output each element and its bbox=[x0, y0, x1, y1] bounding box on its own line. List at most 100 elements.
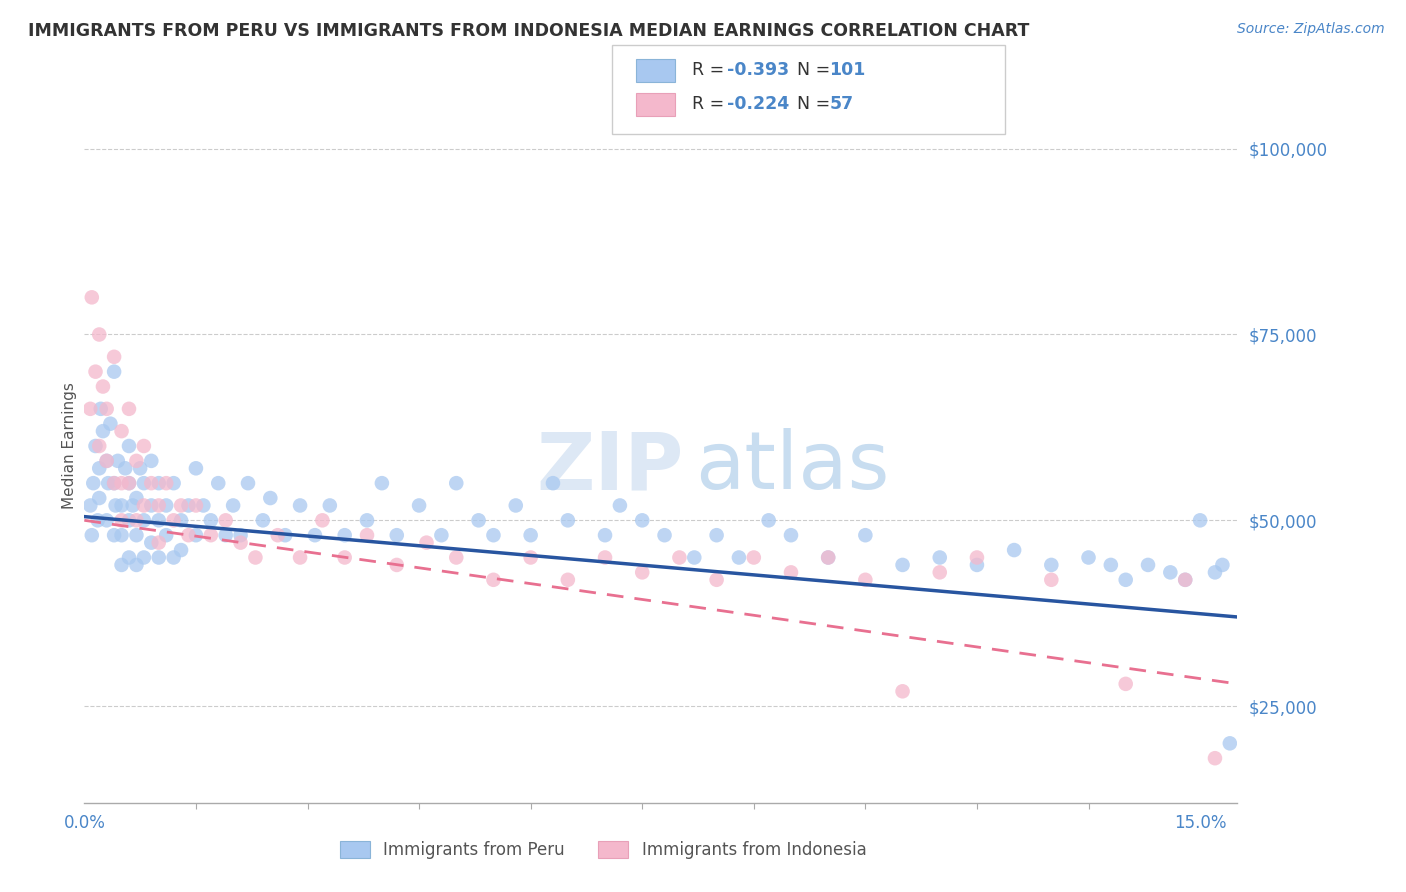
Point bbox=[853, 573, 876, 587]
Point bbox=[110, 513, 132, 527]
Point bbox=[96, 454, 118, 468]
Point bbox=[966, 550, 988, 565]
Point bbox=[141, 476, 163, 491]
Point bbox=[84, 439, 107, 453]
Point bbox=[82, 476, 104, 491]
Text: atlas: atlas bbox=[696, 428, 890, 507]
Point bbox=[118, 401, 141, 416]
Point bbox=[121, 499, 143, 513]
Point bbox=[817, 550, 839, 565]
Point bbox=[87, 513, 110, 527]
Point bbox=[80, 528, 103, 542]
Point bbox=[593, 528, 616, 542]
Point bbox=[103, 476, 125, 491]
Point bbox=[104, 499, 127, 513]
Point bbox=[505, 499, 527, 513]
Point bbox=[356, 513, 378, 527]
Text: -0.393: -0.393 bbox=[727, 62, 789, 79]
Point bbox=[668, 550, 690, 565]
Point bbox=[415, 535, 437, 549]
Point bbox=[1077, 550, 1099, 565]
Point bbox=[84, 365, 107, 379]
Point bbox=[1159, 566, 1181, 580]
Point bbox=[853, 528, 876, 542]
Text: N =: N = bbox=[797, 62, 837, 79]
Point bbox=[155, 499, 177, 513]
Point bbox=[385, 558, 408, 572]
Point bbox=[200, 513, 222, 527]
Text: ZIP: ZIP bbox=[537, 428, 683, 507]
Point bbox=[229, 535, 252, 549]
Point bbox=[107, 454, 129, 468]
Point bbox=[274, 528, 297, 542]
Point bbox=[100, 417, 122, 431]
Point bbox=[215, 528, 238, 542]
Point bbox=[148, 476, 170, 491]
Point bbox=[132, 499, 155, 513]
Point bbox=[148, 550, 170, 565]
Point bbox=[817, 550, 839, 565]
Point bbox=[215, 513, 238, 527]
Point bbox=[89, 439, 111, 453]
Point bbox=[114, 461, 136, 475]
Point bbox=[304, 528, 326, 542]
Text: Source: ZipAtlas.com: Source: ZipAtlas.com bbox=[1237, 22, 1385, 37]
Point bbox=[110, 558, 132, 572]
Point bbox=[1204, 566, 1226, 580]
Point bbox=[1040, 573, 1063, 587]
Point bbox=[222, 499, 245, 513]
Point bbox=[110, 424, 132, 438]
Point bbox=[229, 528, 252, 542]
Point bbox=[928, 566, 950, 580]
Point bbox=[103, 528, 125, 542]
Point bbox=[1174, 573, 1197, 587]
Point bbox=[557, 513, 579, 527]
Point bbox=[110, 528, 132, 542]
Point bbox=[118, 439, 141, 453]
Point bbox=[162, 513, 184, 527]
Point bbox=[742, 550, 765, 565]
Point bbox=[184, 461, 207, 475]
Point bbox=[1204, 751, 1226, 765]
Point bbox=[103, 350, 125, 364]
Point bbox=[758, 513, 780, 527]
Text: 101: 101 bbox=[830, 62, 866, 79]
Point bbox=[519, 550, 541, 565]
Point bbox=[132, 550, 155, 565]
Point bbox=[97, 476, 120, 491]
Point bbox=[593, 550, 616, 565]
Point bbox=[125, 454, 148, 468]
Point bbox=[80, 290, 103, 304]
Point bbox=[125, 491, 148, 505]
Point bbox=[148, 513, 170, 527]
Text: R =: R = bbox=[692, 95, 730, 113]
Point bbox=[541, 476, 564, 491]
Point bbox=[259, 491, 281, 505]
Point bbox=[132, 476, 155, 491]
Text: R =: R = bbox=[692, 62, 730, 79]
Point bbox=[519, 528, 541, 542]
Point bbox=[148, 535, 170, 549]
Point bbox=[1099, 558, 1122, 572]
Text: 57: 57 bbox=[830, 95, 853, 113]
Point bbox=[110, 476, 132, 491]
Point bbox=[141, 454, 163, 468]
Point bbox=[90, 401, 112, 416]
Point bbox=[170, 543, 193, 558]
Text: N =: N = bbox=[797, 95, 837, 113]
Point bbox=[118, 550, 141, 565]
Text: -0.224: -0.224 bbox=[727, 95, 789, 113]
Point bbox=[408, 499, 430, 513]
Point bbox=[385, 528, 408, 542]
Point bbox=[162, 476, 184, 491]
Point bbox=[118, 476, 141, 491]
Point bbox=[706, 528, 728, 542]
Point bbox=[288, 550, 311, 565]
Point bbox=[631, 566, 654, 580]
Point bbox=[891, 684, 914, 698]
Point bbox=[89, 461, 111, 475]
Point bbox=[184, 499, 207, 513]
Point bbox=[654, 528, 676, 542]
Point bbox=[177, 528, 200, 542]
Point bbox=[683, 550, 706, 565]
